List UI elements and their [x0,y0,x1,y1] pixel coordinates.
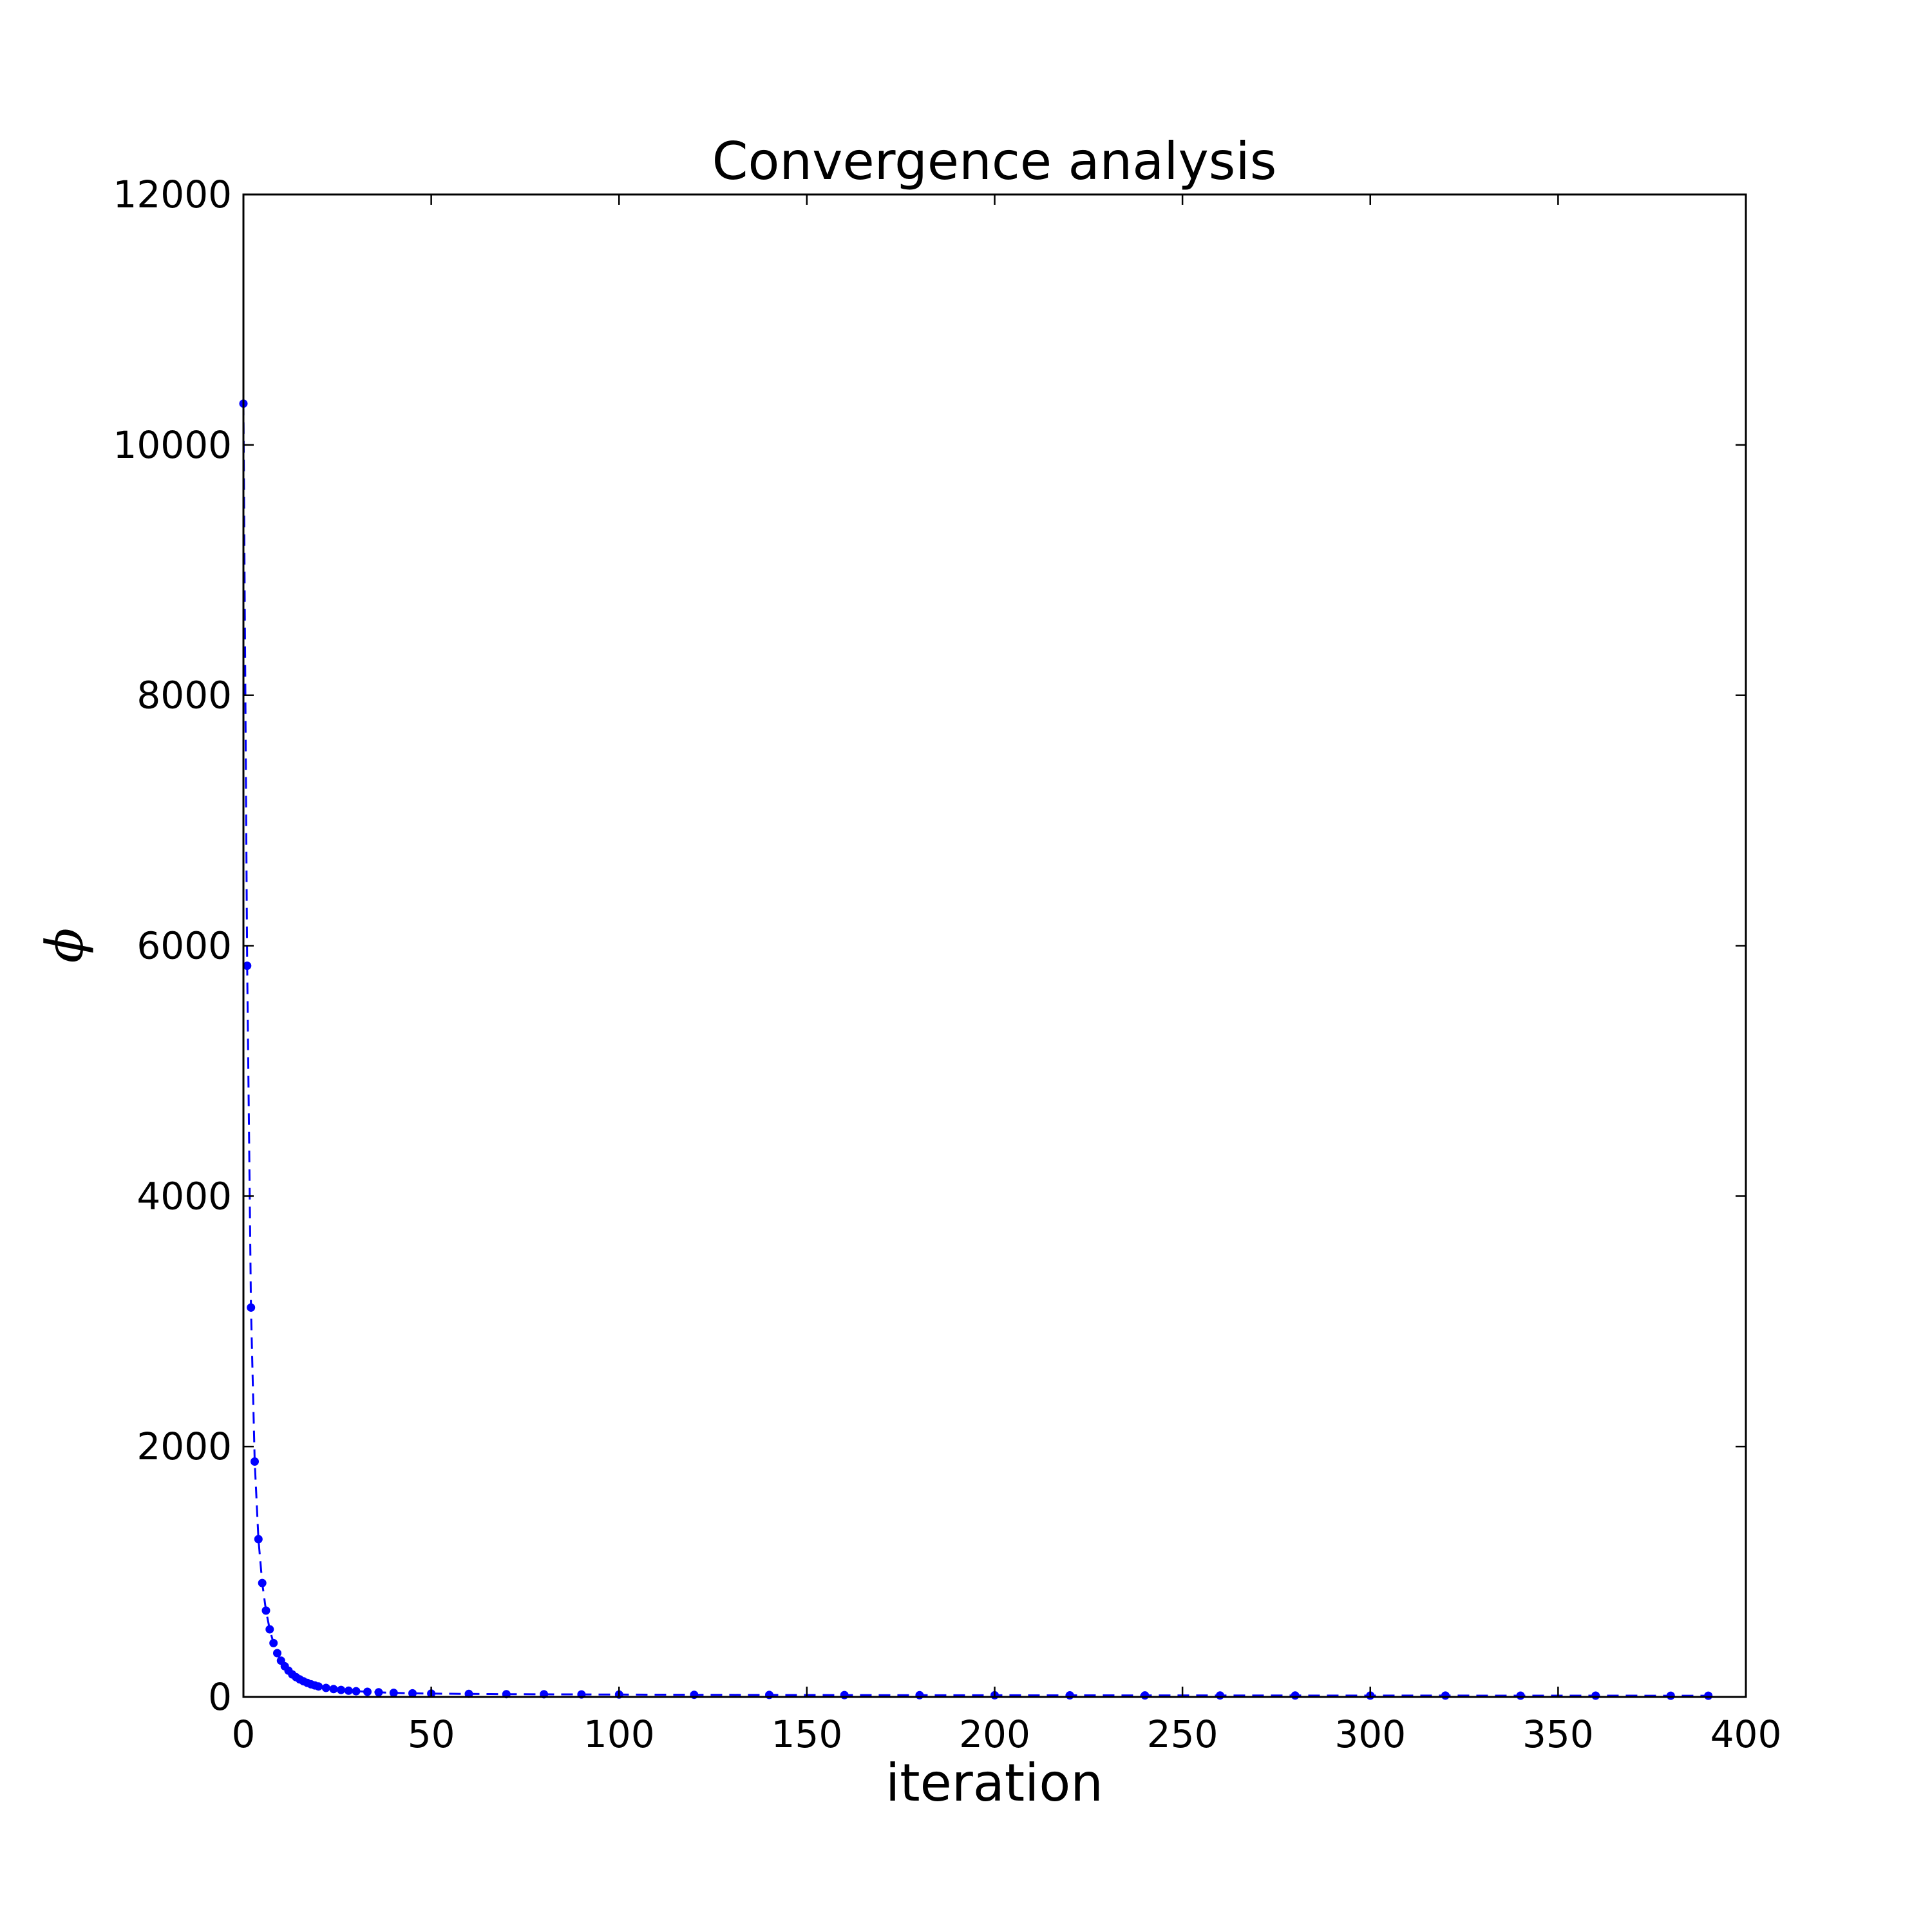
data-point [314,1682,323,1691]
data-point [1516,1691,1525,1700]
data-point [251,1457,259,1466]
data-point [261,1606,270,1615]
y-tick-label: 12000 [113,173,232,216]
ticks-layer: 0 50 100 150 200 250 300 350 4000200040006000800… [113,173,1781,1756]
data-point [1666,1691,1675,1700]
data-point [265,1625,274,1634]
data-point [1141,1691,1150,1700]
y-axis-label: ϕ [35,928,95,963]
data-point [352,1687,361,1696]
data-point [254,1535,263,1544]
y-tick-label: 2000 [137,1425,232,1468]
x-axis-label: iteration [886,1753,1103,1813]
x-tick-label: 150 [772,1712,843,1756]
data-point [337,1685,346,1694]
x-tick-label: 400 [1710,1712,1782,1756]
y-tick-label: 6000 [137,924,232,968]
data-point [389,1689,398,1698]
data-point [329,1685,338,1694]
data-point [363,1687,372,1696]
data-point [273,1649,281,1658]
data-point [321,1683,330,1692]
data-point [247,1303,256,1312]
y-tick-label: 8000 [137,674,232,717]
plot-frame [242,193,1747,1698]
data-point [344,1686,353,1695]
y-tick-label: 4000 [137,1174,232,1218]
data-point [374,1688,383,1697]
data-point [1291,1691,1300,1700]
x-tick-label: 0 [232,1712,256,1756]
x-tick-label: 350 [1522,1712,1594,1756]
chart-title: Convergence analysis [712,131,1277,191]
data-point [1065,1691,1074,1700]
x-tick-label: 50 [408,1712,455,1756]
data-point [269,1638,278,1647]
data-point [243,961,252,971]
data-point [1591,1691,1600,1700]
data-point [1441,1691,1450,1700]
x-tick-label: 200 [959,1712,1030,1756]
x-tick-label: 250 [1147,1712,1218,1756]
x-tick-label: 100 [583,1712,655,1756]
y-tick-label: 0 [208,1675,232,1719]
data-point [1216,1691,1224,1700]
data-point [258,1578,267,1587]
y-tick-label: 10000 [113,423,232,467]
x-tick-label: 300 [1334,1712,1406,1756]
data-point [1704,1691,1713,1700]
